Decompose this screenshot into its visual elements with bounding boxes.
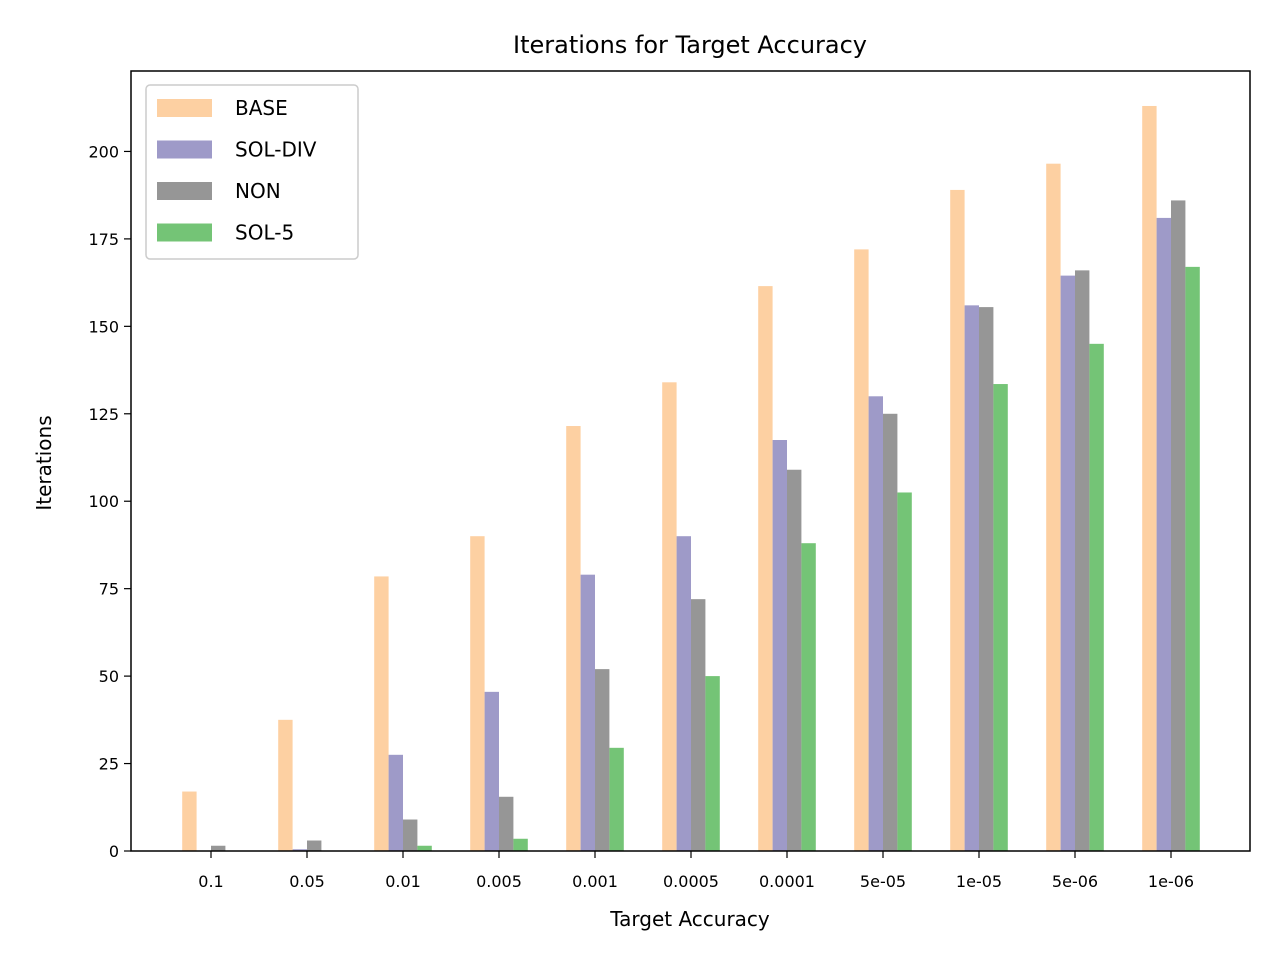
legend-swatch-non <box>157 182 212 200</box>
x-axis: 0.1 0.05 0.01 0.005 0.001 0.0005 0.0001 5e-05 1e… <box>198 851 1194 891</box>
bar-non-0.001 <box>595 669 610 851</box>
bar-sol-div-0.01 <box>388 754 403 851</box>
x-tick-label: 0.0005 <box>663 872 719 891</box>
legend: BASE SOL-DIV NON SOL-5 <box>145 84 359 260</box>
bar-base-0.05 <box>278 719 293 851</box>
x-tick-label: 0.005 <box>476 872 522 891</box>
bar-sol-5-1e-05 <box>993 384 1008 851</box>
y-axis: 0 25 50 75 100 125 150 175 200 <box>88 142 131 861</box>
x-tick-label: 1e-05 <box>956 872 1002 891</box>
legend-frame <box>145 84 359 260</box>
x-tick-label: 1e-06 <box>1148 872 1194 891</box>
legend-label-sol-5: SOL-5 <box>235 221 294 245</box>
y-tick-label: 100 <box>88 492 119 511</box>
y-tick-label: 175 <box>88 230 119 249</box>
legend-swatch-sol-div <box>157 140 212 159</box>
x-tick-label: 0.0001 <box>759 872 815 891</box>
bar-sol-div-0.0001 <box>772 440 787 851</box>
bar-sol-5-0.005 <box>513 838 528 851</box>
bar-sol-div-5e-05 <box>868 396 883 851</box>
bar-non-1e-06 <box>1171 200 1186 852</box>
x-tick-label: 5e-06 <box>1052 872 1098 891</box>
bar-sol-div-1e-05 <box>964 305 979 852</box>
bar-base-0.1 <box>182 791 197 851</box>
bars-group <box>182 105 1200 852</box>
bar-sol-div-0.005 <box>484 691 499 851</box>
legend-label-sol-div: SOL-DIV <box>235 138 317 162</box>
bar-base-0.001 <box>566 426 581 851</box>
bar-sol-div-5e-06 <box>1060 275 1075 851</box>
y-tick-label: 50 <box>99 667 119 686</box>
bar-base-0.0001 <box>758 286 773 851</box>
legend-swatch-base <box>157 99 212 117</box>
bar-base-5e-05 <box>854 249 869 851</box>
bar-non-5e-05 <box>883 413 898 851</box>
bar-base-0.005 <box>470 536 485 851</box>
chart-title: Iterations for Target Accuracy <box>513 31 867 59</box>
x-tick-label: 0.001 <box>572 872 618 891</box>
x-tick-label: 0.1 <box>198 872 223 891</box>
bar-sol-div-0.001 <box>580 574 595 851</box>
bar-non-0.0001 <box>787 469 802 851</box>
bar-sol-5-0.001 <box>609 747 624 851</box>
bar-base-1e-06 <box>1142 105 1157 852</box>
y-tick-label: 75 <box>99 580 119 599</box>
y-tick-label: 25 <box>99 755 119 774</box>
y-axis-label: Iterations <box>32 415 56 510</box>
bar-non-0.005 <box>499 796 514 851</box>
y-tick-label: 0 <box>109 842 119 861</box>
bar-base-0.0005 <box>662 382 677 851</box>
bar-sol-5-1e-06 <box>1185 266 1200 851</box>
bar-sol-div-0.0005 <box>676 536 691 851</box>
x-tick-label: 0.05 <box>289 872 325 891</box>
legend-label-non: NON <box>235 179 281 203</box>
bar-sol-div-1e-06 <box>1156 217 1171 851</box>
y-tick-label: 150 <box>88 317 119 336</box>
legend-label-base: BASE <box>235 96 288 120</box>
bar-non-0.01 <box>403 819 418 851</box>
bar-non-1e-05 <box>979 307 994 852</box>
bar-non-0.1 <box>211 845 226 851</box>
y-tick-label: 200 <box>88 142 119 161</box>
bar-sol-5-0.01 <box>417 845 432 851</box>
bar-sol-5-5e-06 <box>1089 343 1104 851</box>
bar-sol-5-5e-05 <box>897 492 912 851</box>
x-axis-label: Target Accuracy <box>609 907 770 931</box>
bar-sol-div-0.05 <box>292 849 307 851</box>
bar-non-0.0005 <box>691 599 706 851</box>
bar-sol-5-0.0001 <box>801 543 816 851</box>
legend-swatch-sol-5 <box>157 223 212 242</box>
bar-base-1e-05 <box>950 189 965 852</box>
y-tick-label: 125 <box>88 405 119 424</box>
bar-sol-5-0.0005 <box>705 676 720 851</box>
bar-base-0.01 <box>374 576 389 851</box>
x-tick-label: 0.01 <box>385 872 421 891</box>
bar-base-5e-06 <box>1046 163 1061 851</box>
bar-non-0.05 <box>307 840 322 851</box>
bar-non-5e-06 <box>1075 270 1090 851</box>
x-tick-label: 5e-05 <box>860 872 906 891</box>
